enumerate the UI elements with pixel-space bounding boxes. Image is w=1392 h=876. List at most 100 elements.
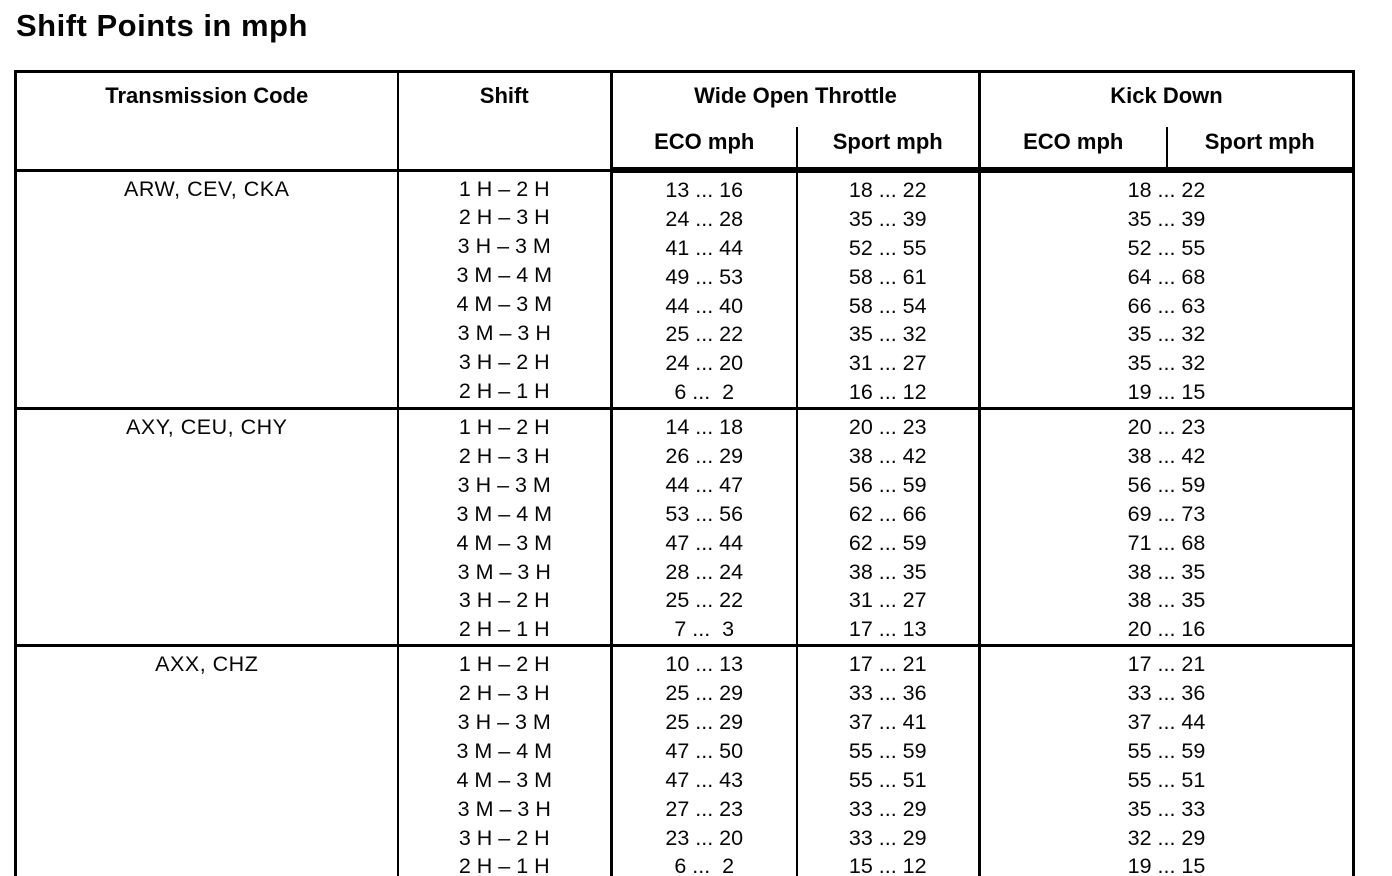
wot-eco-cell: 14 ... 18 26 ... 29 44 ... 47 53 ... 56 47 .…: [612, 409, 797, 646]
column-header-kd-sport-mph: Sport mph: [1165, 127, 1354, 173]
wot-eco-cell-value: 7 ... 3: [674, 617, 735, 642]
wot-sport-cell-value: 62 ... 59: [848, 530, 927, 555]
wot-sport-cell-value: 35 ... 32: [848, 322, 927, 347]
shift-cell-value: 2 H – 3 H: [458, 205, 550, 230]
wot-eco-cell-value: 26 ... 29: [665, 444, 744, 469]
wot-sport-cell: 18 ... 22 35 ... 39 52 ... 55 58 ... 61 58 .…: [795, 170, 981, 409]
shift-cell-value: 2 H – 1 H: [458, 617, 550, 642]
kick-down-cell-value: 33 ... 36: [1127, 681, 1206, 706]
shift-cell-value: 3 M – 3 H: [457, 796, 551, 821]
table-header-row-subcolumns: ECO mph Sport mph ECO mph Sport mph: [16, 127, 1354, 173]
wot-eco-cell: 10 ... 13 25 ... 29 25 ... 29 47 ... 50 47 .…: [612, 646, 797, 876]
wot-sport-cell-value: 35 ... 39: [848, 206, 927, 231]
kick-down-cell: 17 ... 21 33 ... 36 37 ... 44 55 ... 59 55 .…: [980, 646, 1354, 876]
kick-down-cell-value: 32 ... 29: [1127, 825, 1206, 850]
kick-down-cell-value: 71 ... 68: [1127, 530, 1206, 555]
table-header: Transmission Code Shift Wide Open Thrott…: [15, 71, 1354, 173]
wot-eco-cell-value: 41 ... 44: [665, 235, 744, 260]
wot-eco-cell: 13 ... 16 24 ... 28 41 ... 44 49 ... 53 44 .…: [612, 170, 797, 409]
wot-sport-cell-value: 33 ... 36: [848, 681, 927, 706]
kick-down-cell-value: 19 ... 15: [1127, 380, 1206, 405]
kick-down-cell-value: 35 ... 39: [1127, 206, 1206, 231]
wot-sport-cell-value: 52 ... 55: [848, 235, 927, 260]
kick-down-cell-value: 69 ... 73: [1127, 501, 1206, 526]
shift-cell-value: 3 M – 4 M: [456, 501, 553, 526]
shift-cell-value: 2 H – 1 H: [458, 854, 550, 876]
shift-cell-value: 4 M – 3 M: [456, 767, 553, 792]
shift-cell-value: 3 H – 3 M: [457, 472, 551, 497]
transmission-code-cell: AXY, CEU, CHY: [15, 408, 399, 646]
wot-eco-cell-value: 25 ... 29: [665, 681, 744, 706]
wot-eco-cell-value: 44 ... 47: [665, 472, 744, 497]
wot-sport-cell-value: 58 ... 54: [848, 293, 927, 318]
shift-cell-value: 2 H – 3 H: [458, 681, 550, 706]
wot-sport-cell-value: 17 ... 21: [848, 652, 927, 677]
wot-sport-cell-value: 38 ... 35: [848, 559, 927, 584]
wot-eco-cell-value: 47 ... 50: [665, 738, 744, 763]
kick-down-cell-value: 35 ... 32: [1127, 322, 1206, 347]
kick-down-cell-value: 35 ... 33: [1127, 796, 1206, 821]
shift-points-table: Transmission Code Shift Wide Open Thrott…: [14, 70, 1355, 876]
shift-cell-value: 3 M – 4 M: [456, 738, 553, 763]
transmission-code-cell: AXX, CHZ: [15, 645, 399, 876]
wot-eco-cell-value: 53 ... 56: [665, 501, 744, 526]
kick-down-cell-value: 20 ... 23: [1127, 415, 1206, 440]
kick-down-cell-value: 55 ... 51: [1127, 767, 1206, 792]
kick-down-cell-value: 18 ... 22: [1127, 178, 1206, 202]
wot-sport-cell-value: 38 ... 42: [848, 444, 927, 469]
wot-eco-cell-value: 49 ... 53: [665, 264, 744, 289]
kick-down-cell-value: 35 ... 32: [1127, 351, 1206, 376]
shift-cell-value: 3 H – 2 H: [458, 349, 550, 374]
kick-down-cell-value: 20 ... 16: [1127, 617, 1206, 642]
wot-sport-cell-value: 37 ... 41: [848, 710, 927, 735]
kick-down-cell-value: 66 ... 63: [1127, 293, 1206, 318]
wot-sport-cell-value: 16 ... 12: [848, 380, 927, 405]
shift-cell-value: 3 M – 4 M: [456, 263, 553, 288]
wot-sport-cell-value: 17 ... 13: [848, 617, 927, 642]
kick-down-cell-value: 38 ... 42: [1127, 444, 1206, 469]
column-header-shift: Shift: [397, 71, 613, 170]
kick-down-cell-value: 56 ... 59: [1127, 472, 1206, 497]
wot-sport-cell: 20 ... 23 38 ... 42 56 ... 59 62 ... 66 62 .…: [795, 408, 981, 646]
transmission-code-cell: ARW, CEV, CKA: [15, 170, 399, 409]
wot-sport-cell-value: 31 ... 27: [848, 588, 927, 613]
transmission-group-row: AXX, CHZ 1 H – 2 H 2 H – 3 H 3 H – 3 M 3 M –…: [15, 645, 1354, 876]
kick-down-cell-value: 38 ... 35: [1127, 588, 1206, 613]
wot-sport-cell-value: 62 ... 66: [848, 501, 927, 526]
column-header-kd-eco-mph: ECO mph: [979, 127, 1167, 173]
wot-eco-cell-value: 25 ... 22: [665, 588, 744, 613]
shift-cell-value: 3 H – 3 M: [457, 710, 551, 735]
shift-cell: 1 H – 2 H 2 H – 3 H 3 H – 3 M 3 M – 4 M 4 M …: [397, 170, 613, 409]
wot-eco-cell-value: 10 ... 13: [665, 652, 744, 677]
transmission-group-row: AXY, CEU, CHY 1 H – 2 H 2 H – 3 H 3 H – 3 M…: [15, 408, 1354, 646]
wot-sport-cell-value: 33 ... 29: [848, 825, 927, 850]
shift-cell-value: 1 H – 2 H: [458, 415, 550, 440]
shift-cell: 1 H – 2 H 2 H – 3 H 3 H – 3 M 3 M – 4 M 4 M …: [397, 408, 613, 646]
shift-cell-value: 4 M – 3 M: [456, 292, 553, 317]
kick-down-cell-value: 64 ... 68: [1127, 264, 1206, 289]
wot-eco-cell-value: 27 ... 23: [665, 796, 744, 821]
kick-down-cell-value: 19 ... 15: [1127, 854, 1206, 876]
wot-eco-cell-value: 6 ... 2: [674, 380, 735, 405]
kick-down-cell-value: 38 ... 35: [1127, 559, 1206, 584]
column-header-kick-down: Kick Down: [979, 71, 1354, 127]
wot-eco-cell-value: 13 ... 16: [665, 178, 744, 202]
wot-sport-cell-value: 31 ... 27: [848, 351, 927, 376]
wot-sport-cell-value: 33 ... 29: [848, 796, 927, 821]
kick-down-cell: 18 ... 22 35 ... 39 52 ... 55 64 ... 68 66 .…: [980, 170, 1354, 409]
shift-cell-value: 1 H – 2 H: [458, 176, 550, 201]
wot-sport-cell: 17 ... 21 33 ... 36 37 ... 41 55 ... 59 55 .…: [795, 645, 981, 876]
wot-eco-cell-value: 25 ... 22: [665, 322, 744, 347]
table-header-row-groups: Transmission Code Shift Wide Open Thrott…: [15, 71, 1354, 170]
shift-cell-value: 2 H – 3 H: [458, 444, 550, 469]
column-header-transmission-code: Transmission Code: [15, 71, 399, 170]
shift-points-table-container: Transmission Code Shift Wide Open Thrott…: [14, 70, 1355, 876]
kick-down-cell-value: 55 ... 59: [1127, 738, 1206, 763]
table-body: ARW, CEV, CKA 1 H – 2 H 2 H – 3 H 3 H – 3 M…: [15, 170, 1354, 876]
wot-eco-cell-value: 14 ... 18: [665, 415, 744, 440]
shift-cell-value: 3 M – 3 H: [457, 559, 551, 584]
shift-cell-value: 3 M – 3 H: [457, 320, 551, 345]
wot-eco-cell-value: 23 ... 20: [665, 825, 744, 850]
wot-sport-cell-value: 55 ... 59: [848, 738, 927, 763]
